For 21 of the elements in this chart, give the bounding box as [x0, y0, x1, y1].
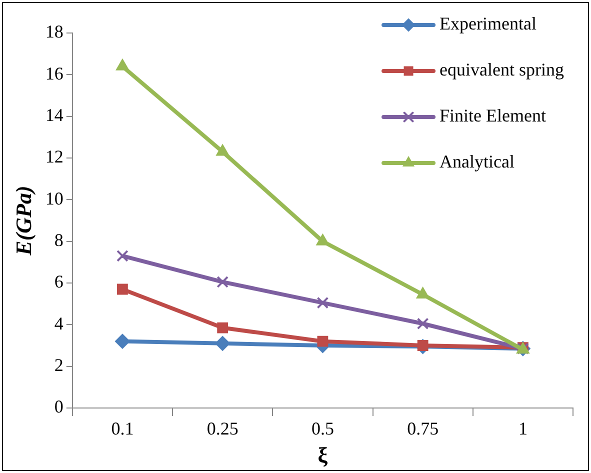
legend-label: Experimental: [440, 14, 536, 34]
y-tick-label: 8: [54, 230, 64, 250]
x-tick-label: 0.25: [206, 418, 238, 439]
y-tick-label: 0: [54, 396, 64, 417]
y-tick-label: 14: [45, 105, 64, 126]
y-tick-label: 4: [54, 313, 64, 334]
y-tick-label: 16: [45, 63, 64, 84]
x-axis-title: ξ: [318, 442, 328, 468]
y-tick-label: 6: [54, 272, 64, 292]
y-tick-label: 18: [45, 22, 64, 42]
y-tick-label: 2: [54, 355, 64, 376]
x-tick-label: 0.5: [311, 418, 334, 439]
y-tick-label: 10: [45, 188, 64, 208]
y-tick-label: 12: [45, 146, 64, 167]
legend-label: Finite Element: [440, 106, 546, 126]
x-tick-label: 1: [518, 418, 528, 439]
legend-label: Analytical: [440, 152, 515, 172]
x-tick-label: 0.75: [407, 418, 439, 439]
legend-label: equivalent spring: [440, 60, 564, 80]
x-tick-label: 0.1: [111, 418, 134, 439]
y-axis-title: E(GPa): [10, 186, 36, 256]
